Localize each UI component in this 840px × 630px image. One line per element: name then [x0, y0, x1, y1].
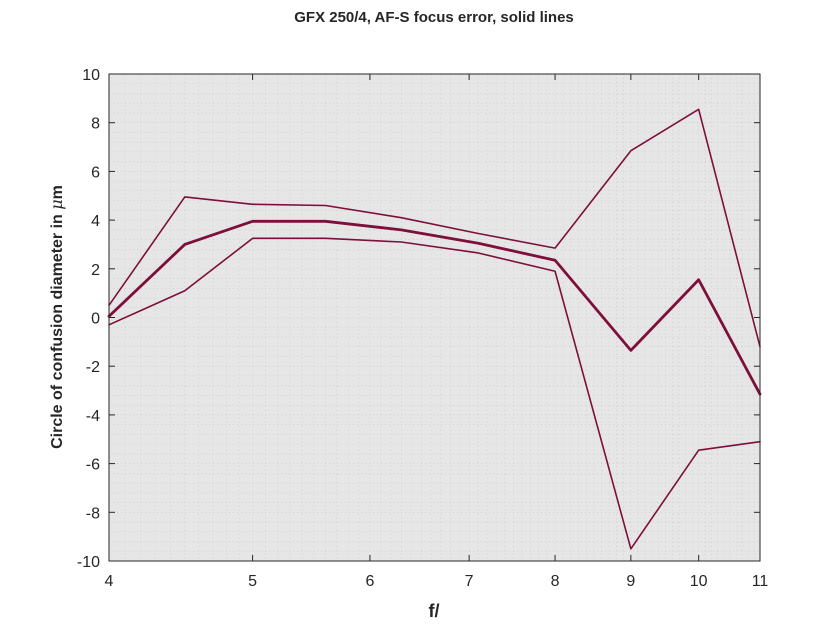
tick-marks [108, 73, 761, 562]
y-tick-label: 2 [91, 262, 100, 279]
x-tick-label: 5 [248, 573, 257, 590]
y-axis-label-prefix: Circle of confusion diameter in [49, 210, 66, 449]
y-tick-label: 10 [82, 67, 100, 84]
y-tick-label: -4 [86, 408, 100, 425]
series-line-2 [107, 219, 762, 396]
y-tick-label: -2 [86, 359, 100, 376]
y-tick-label: 4 [91, 213, 100, 230]
x-tick-label: 9 [626, 573, 635, 590]
y-axis-label-unit: m [49, 185, 66, 199]
y-tick-label: 8 [91, 116, 100, 133]
y-tick-label: -8 [86, 505, 100, 522]
x-tick-label: 11 [752, 573, 769, 590]
chart-title: GFX 250/4, AF-S focus error, solid lines [294, 9, 574, 26]
minor-grid [109, 74, 761, 561]
y-tick-labels: -10 -8 -6 -4 -2 0 2 4 6 8 10 [77, 67, 100, 571]
series-group [107, 108, 762, 550]
y-axis-label: Circle of confusion diameter in μm [47, 185, 66, 449]
y-axis-label-mu: μ [47, 199, 66, 209]
x-tick-label: 7 [465, 573, 474, 590]
y-tick-label: 6 [91, 164, 100, 181]
series-line-1 [108, 108, 761, 348]
y-tick-label: -10 [77, 554, 100, 571]
y-tick-label: 0 [91, 311, 100, 328]
x-tick-label: 4 [105, 573, 114, 590]
plot-frame [108, 73, 761, 562]
x-tick-labels: 4 5 6 7 8 9 10 11 [105, 573, 769, 590]
series-line-3 [108, 237, 761, 550]
x-tick-label: 8 [551, 573, 560, 590]
y-tick-label: -6 [86, 457, 100, 474]
x-tick-label: 10 [690, 573, 708, 590]
x-axis-label: f/ [429, 601, 440, 621]
x-tick-label: 6 [365, 573, 374, 590]
